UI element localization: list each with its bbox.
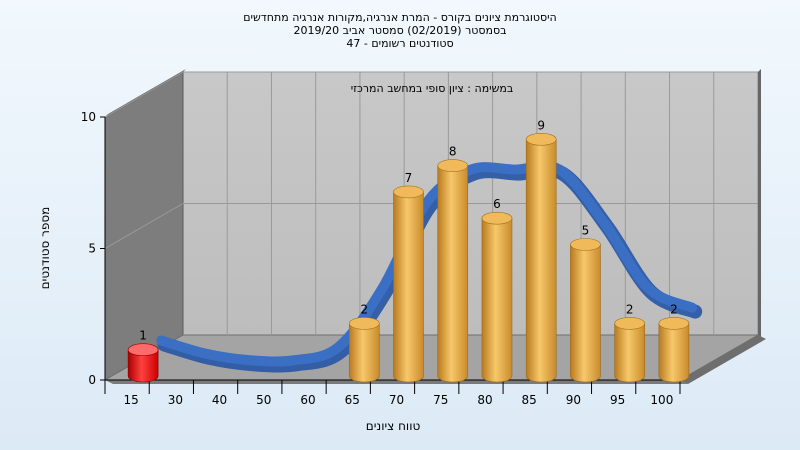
bar-value-label: 2 <box>670 302 678 316</box>
x-tick-label: 100 <box>650 393 673 407</box>
bar-value-label: 8 <box>449 145 457 159</box>
y-tick-label: 5 <box>88 242 96 256</box>
bar-90 <box>570 244 601 383</box>
bar-top-15 <box>127 343 159 357</box>
bar-top-70 <box>393 185 424 199</box>
bar-value-label: 9 <box>537 118 545 132</box>
x-tick-label: 90 <box>566 393 581 407</box>
x-tick-label: 80 <box>477 393 492 407</box>
bar-value-label: 2 <box>360 302 368 316</box>
x-tick-label: 60 <box>300 393 315 407</box>
x-tick-label: 70 <box>389 393 404 407</box>
bar-top-75 <box>437 159 469 172</box>
distribution-curve <box>156 160 698 367</box>
bar-top-90 <box>570 238 601 251</box>
x-tick-label: 95 <box>610 393 625 407</box>
x-tick-label: 85 <box>522 393 537 407</box>
gridline-left-wall <box>104 71 184 118</box>
bar-80 <box>481 217 513 383</box>
y-tick-label: 10 <box>81 110 96 124</box>
bar-70 <box>393 191 424 383</box>
bar-75 <box>437 165 469 383</box>
bar-top-65 <box>348 317 380 330</box>
x-tick-label: 65 <box>345 393 360 407</box>
x-tick-label: 50 <box>256 393 271 407</box>
bar-95 <box>614 323 645 383</box>
x-axis-title: טווח ציונים <box>366 419 421 433</box>
bar-top-85 <box>525 133 557 146</box>
x-tick-label: 30 <box>168 393 183 407</box>
x-tick-label: 75 <box>433 393 448 407</box>
bar-65 <box>348 323 380 383</box>
panel-label: במשימה : ציון סופי במחשב המרכזי <box>351 82 514 95</box>
bar-100 <box>658 323 690 383</box>
bar-top-80 <box>481 211 513 225</box>
enrolled-count: סטודנטים רשומים - 47 <box>346 37 454 50</box>
bar-value-label: 1 <box>139 329 147 343</box>
floor-edge-right <box>680 335 766 384</box>
bar-value-label: 6 <box>493 197 501 211</box>
y-tick-label: 0 <box>88 373 96 387</box>
x-tick-label: 15 <box>123 393 138 407</box>
bar-top-100 <box>658 317 690 330</box>
bar-value-label: 7 <box>405 171 413 185</box>
floor-edge-front <box>105 380 688 384</box>
chart-subtitle: בסמסטר (02/2019) סמסטר אביב 2019/20 <box>293 24 507 37</box>
gridline-left-wall <box>104 203 184 249</box>
back-wall-right-edge <box>758 69 761 337</box>
bar-15 <box>127 349 159 383</box>
bar-value-label: 2 <box>626 302 634 316</box>
bar-top-95 <box>614 317 645 330</box>
bar-value-label: 5 <box>582 224 590 238</box>
bar-85 <box>525 139 557 383</box>
y-axis-title: מספר סטודנטים <box>38 207 52 290</box>
chart-title: היסטוגרמת ציונים בקורס - המרת אנרגיה,מקו… <box>243 11 557 24</box>
x-tick-label: 40 <box>212 393 227 407</box>
